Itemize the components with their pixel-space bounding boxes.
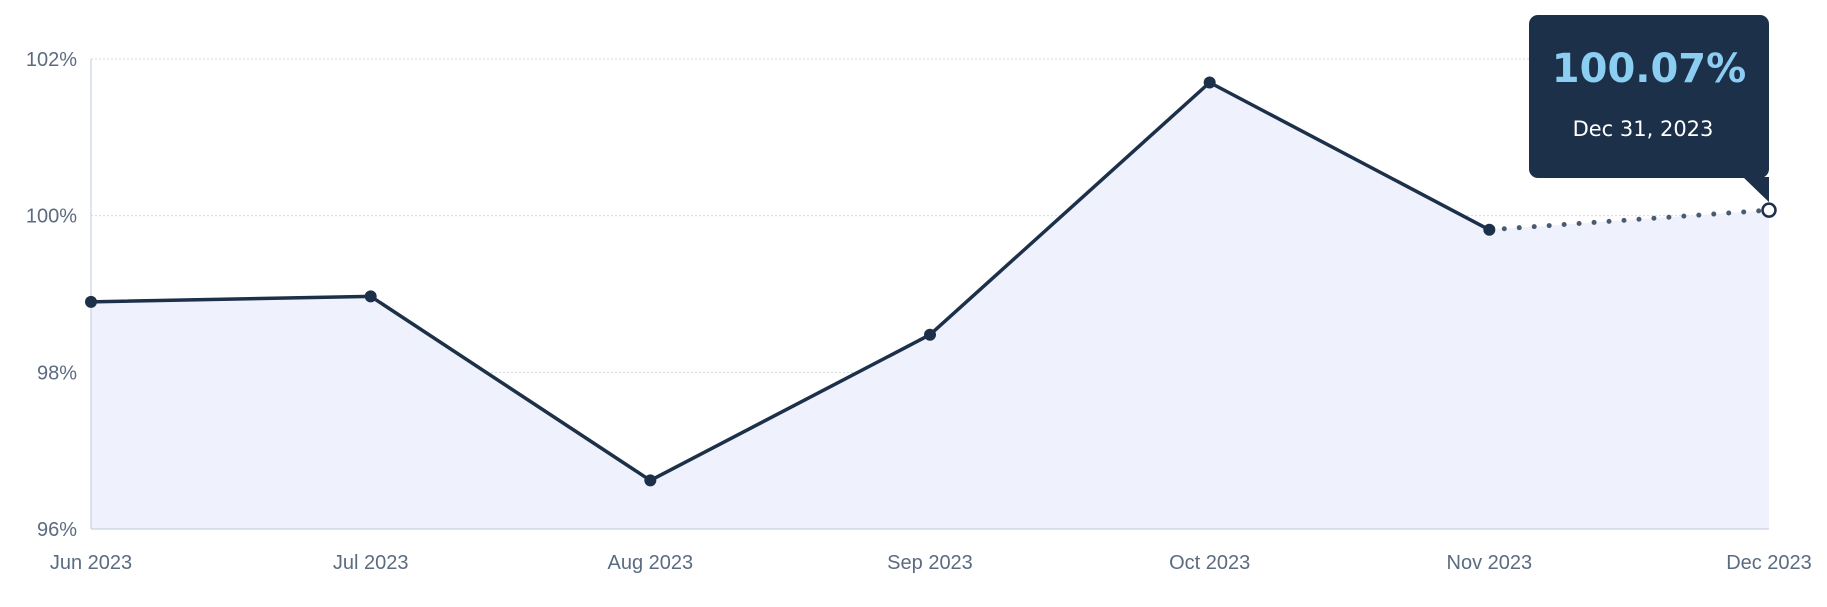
data-point[interactable] [644, 474, 657, 487]
area-fill [91, 82, 1769, 529]
x-axis-tick-labels: Jun 2023 Jul 2023 Aug 2023 Sep 2023 Oct 2023… [50, 552, 1812, 574]
x-tick-label: Dec 2023 [1726, 552, 1812, 574]
data-point[interactable] [85, 295, 97, 308]
highlighted-data-point[interactable] [1761, 202, 1777, 218]
y-tick-label: 100% [26, 206, 77, 228]
series-line [90, 80, 1491, 483]
y-tick-label: 96% [37, 519, 77, 541]
x-tick-label: Sep 2023 [887, 552, 973, 574]
data-points [85, 76, 1777, 487]
x-tick-label: Aug 2023 [608, 552, 694, 574]
y-axis-tick-labels: 96% 98% 100% 102% [26, 49, 77, 541]
x-tick-label: Jun 2023 [50, 552, 132, 574]
tooltip-box [1529, 15, 1769, 178]
data-point[interactable] [1203, 76, 1216, 89]
projected-series-line [1486, 207, 1772, 233]
x-tick-label: Jul 2023 [333, 552, 409, 574]
tooltip: 100.07% Dec 31, 2023 [1529, 15, 1769, 203]
y-tick-label: 98% [37, 362, 77, 384]
data-point[interactable] [1483, 223, 1496, 236]
x-tick-label: Oct 2023 [1169, 552, 1250, 574]
tooltip-value: 100.07% [1552, 46, 1746, 92]
tooltip-date: Dec 31, 2023 [1573, 117, 1714, 141]
data-point[interactable] [364, 290, 377, 303]
y-tick-label: 102% [26, 49, 77, 71]
tooltip-pointer [1743, 177, 1769, 203]
x-tick-label: Nov 2023 [1447, 552, 1533, 574]
data-point[interactable] [924, 328, 936, 341]
